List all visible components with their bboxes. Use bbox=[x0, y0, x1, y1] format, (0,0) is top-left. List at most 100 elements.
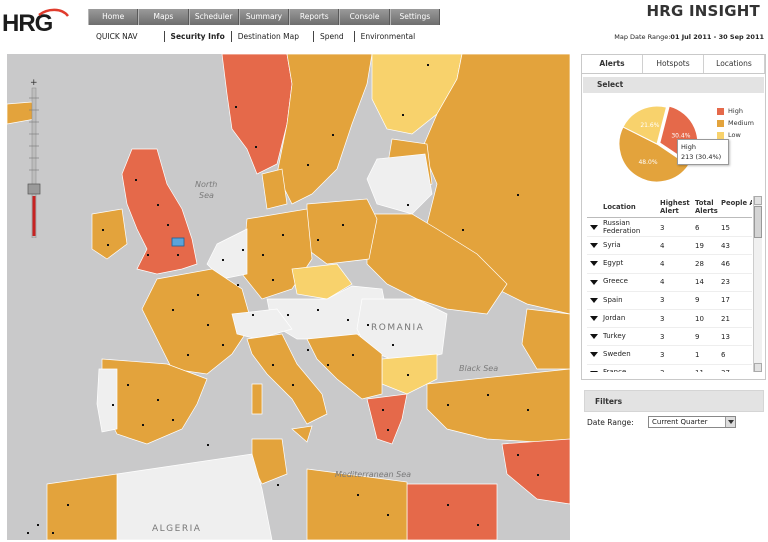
chevron-down-icon[interactable] bbox=[725, 417, 735, 427]
country-egypt[interactable] bbox=[406, 483, 498, 540]
subnav-security-info[interactable]: Security Info bbox=[170, 31, 225, 41]
country-belarus[interactable] bbox=[366, 153, 433, 215]
expand-arrow-icon[interactable] bbox=[590, 334, 598, 340]
europe-map[interactable]: North Sea Black Sea Mediterranean Sea RO… bbox=[7, 54, 570, 540]
expand-arrow-icon[interactable] bbox=[590, 352, 598, 358]
map-canvas[interactable] bbox=[7, 54, 570, 540]
country-balkans[interactable] bbox=[306, 333, 383, 400]
hrg-logo[interactable]: HRG bbox=[2, 6, 72, 40]
map-marker-london[interactable] bbox=[171, 237, 185, 247]
table-row[interactable]: Greece 4 14 23 bbox=[587, 274, 752, 292]
country-czech[interactable] bbox=[291, 263, 353, 300]
table-row[interactable]: Jordan 3 10 21 bbox=[587, 310, 752, 329]
country-uk[interactable] bbox=[121, 148, 198, 275]
expand-arrow-icon[interactable] bbox=[590, 225, 598, 231]
row-location-text: Turkey bbox=[603, 331, 626, 340]
nav-summary[interactable]: Summary bbox=[238, 9, 290, 25]
country-italy[interactable] bbox=[246, 333, 328, 425]
nav-maps[interactable]: Maps bbox=[138, 9, 189, 25]
table-row[interactable]: Egypt 4 28 46 bbox=[587, 255, 752, 274]
row-location: Egypt bbox=[587, 259, 656, 268]
table-row[interactable]: Turkey 3 9 13 bbox=[587, 328, 752, 347]
country-greece[interactable] bbox=[366, 393, 408, 445]
pie-slice-low[interactable] bbox=[622, 105, 668, 145]
table-row[interactable]: Spain 3 9 17 bbox=[587, 292, 752, 310]
tab-hotspots[interactable]: Hotspots bbox=[643, 55, 704, 73]
table-row[interactable]: Syria 4 19 43 bbox=[587, 237, 752, 256]
subnav-spend[interactable]: Spend bbox=[319, 31, 344, 41]
legend-high-label: High bbox=[728, 107, 743, 115]
scroll-up-icon[interactable] bbox=[754, 196, 762, 205]
country-sardinia[interactable] bbox=[251, 383, 263, 415]
country-sweden[interactable] bbox=[276, 54, 373, 205]
date-range-value: 01 Jul 2011 - 30 Sep 2011 bbox=[670, 33, 764, 41]
country-poland[interactable] bbox=[306, 198, 378, 265]
scroll-thumb[interactable] bbox=[754, 206, 762, 238]
country-france[interactable] bbox=[141, 268, 253, 375]
expand-arrow-icon[interactable] bbox=[590, 316, 598, 322]
row-people-affected: 6 bbox=[721, 350, 726, 359]
expand-arrow-icon[interactable] bbox=[590, 297, 598, 303]
quick-nav-label: QUICK NAV bbox=[96, 31, 138, 41]
row-total-alerts: 10 bbox=[695, 314, 704, 323]
country-ukraine[interactable] bbox=[366, 213, 508, 315]
country-portugal[interactable] bbox=[96, 368, 118, 433]
row-highest-alert: 3 bbox=[660, 332, 665, 341]
brand-title: HRG INSIGHT bbox=[646, 2, 760, 20]
zoom-handle bbox=[27, 183, 41, 195]
country-turkey[interactable] bbox=[426, 368, 570, 445]
nav-scheduler[interactable]: Scheduler bbox=[188, 9, 239, 25]
row-location: Jordan bbox=[587, 314, 656, 323]
row-total-alerts: 9 bbox=[695, 332, 700, 341]
row-people-affected: 43 bbox=[721, 241, 730, 250]
row-people-affected: 17 bbox=[721, 296, 730, 305]
expand-arrow-icon[interactable] bbox=[590, 243, 598, 249]
table-row[interactable]: Sweden 3 1 6 bbox=[587, 346, 752, 365]
country-sicily[interactable] bbox=[291, 425, 313, 443]
country-benelux[interactable] bbox=[206, 228, 248, 280]
col-people-affected[interactable]: People Affected bbox=[721, 199, 752, 207]
col-total-alerts[interactable]: Total Alerts bbox=[695, 199, 718, 215]
tab-locations[interactable]: Locations bbox=[704, 55, 765, 73]
nav-console[interactable]: Console bbox=[339, 9, 390, 25]
row-highest-alert: 3 bbox=[660, 350, 665, 359]
legend-high: High bbox=[717, 105, 754, 117]
country-syria[interactable] bbox=[501, 438, 570, 505]
expand-arrow-icon[interactable] bbox=[590, 370, 598, 372]
row-total-alerts: 11 bbox=[693, 369, 719, 372]
scroll-down-icon[interactable] bbox=[754, 363, 762, 372]
pie-slice-medium[interactable] bbox=[618, 126, 690, 183]
country-morocco[interactable] bbox=[46, 473, 118, 540]
zoom-slider[interactable]: + bbox=[27, 78, 41, 238]
col-highest-alert[interactable]: Highest Alert bbox=[660, 199, 690, 215]
country-libya[interactable] bbox=[306, 468, 408, 540]
table-row[interactable]: Russian Federation 3 6 15 bbox=[587, 219, 752, 238]
map-date-range: Map Date Range:01 Jul 2011 - 30 Sep 2011 bbox=[614, 33, 764, 41]
nav-home[interactable]: Home bbox=[88, 9, 139, 25]
nav-settings[interactable]: Settings bbox=[389, 9, 440, 25]
filters-header[interactable]: Filters bbox=[584, 390, 764, 412]
row-highest-alert: 3 bbox=[656, 369, 693, 372]
panel-tabs: Alerts Hotspots Locations bbox=[582, 55, 765, 74]
subnav-environmental[interactable]: Environmental bbox=[360, 31, 416, 41]
expand-arrow-icon[interactable] bbox=[590, 279, 598, 285]
table-row[interactable]: France 31137 bbox=[587, 365, 752, 372]
tooltip-title: High bbox=[681, 143, 696, 151]
country-ireland[interactable] bbox=[91, 208, 128, 260]
table-scrollbar[interactable] bbox=[753, 196, 762, 372]
select-bar[interactable]: Select bbox=[583, 77, 764, 93]
country-caucasus[interactable] bbox=[521, 308, 570, 370]
country-switzerland[interactable] bbox=[231, 308, 293, 340]
pie-label-high: 30.4% bbox=[671, 132, 690, 139]
expand-arrow-icon[interactable] bbox=[590, 261, 598, 267]
col-location[interactable]: Location bbox=[603, 203, 636, 211]
tab-alerts[interactable]: Alerts bbox=[582, 55, 643, 73]
country-denmark[interactable] bbox=[261, 168, 288, 210]
filter-date-range-select[interactable]: Current Quarter bbox=[648, 416, 736, 428]
subnav-destination-map[interactable]: Destination Map bbox=[237, 31, 299, 41]
row-location-text: Egypt bbox=[603, 259, 624, 268]
divider bbox=[230, 30, 232, 42]
nav-reports[interactable]: Reports bbox=[289, 9, 340, 25]
map-label-north-sea-1: North bbox=[195, 180, 218, 189]
